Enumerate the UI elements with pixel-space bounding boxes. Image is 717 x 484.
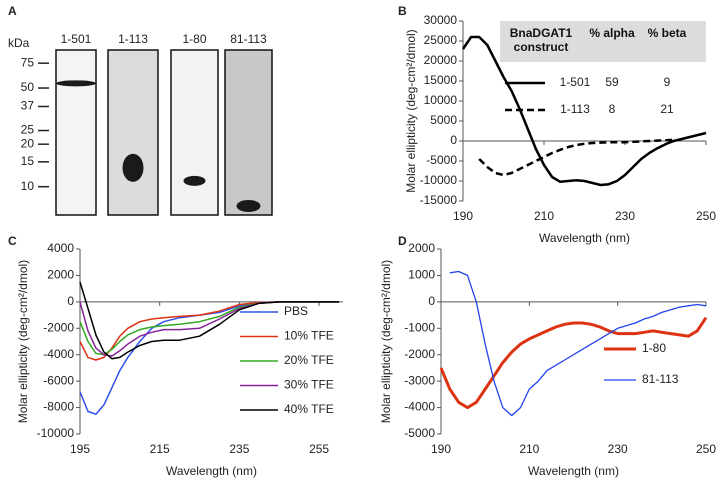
table-header: % beta <box>647 26 687 40</box>
series-line <box>478 138 674 177</box>
panel-letter: B <box>398 4 407 18</box>
legend-label: 40% TFE <box>284 402 334 416</box>
x-tick-label: 190 <box>431 442 451 456</box>
y-tick-label: 15 <box>21 154 35 168</box>
y-tick-label: 30000 <box>424 13 458 27</box>
panel-letter: A <box>8 4 17 18</box>
legend-label: 20% TFE <box>284 353 334 367</box>
table-cell: 8 <box>609 102 616 116</box>
y-tick-label: -15000 <box>420 193 458 207</box>
y-tick-label: -1000 <box>404 320 435 334</box>
lane-label: 1-501 <box>61 32 92 46</box>
y-tick-label: 75 <box>21 55 35 69</box>
y-tick-label: -2000 <box>404 347 435 361</box>
x-tick-label: 190 <box>453 209 473 223</box>
lane-label: 1-113 <box>118 32 148 46</box>
legend-label: 10% TFE <box>284 329 334 343</box>
y-tick-label: 0 <box>450 133 457 147</box>
table-cell: 59 <box>605 75 619 89</box>
x-tick-label: 235 <box>229 442 249 456</box>
series-line <box>449 270 707 417</box>
y-axis-label: Molar ellipticity (deg-cm²/dmol) <box>379 260 393 423</box>
legend-label: 30% TFE <box>284 378 334 392</box>
band <box>236 199 261 212</box>
y-tick-label: 2000 <box>47 268 74 282</box>
x-tick-label: 215 <box>150 442 170 456</box>
y-tick-label: -5000 <box>404 426 435 440</box>
table-header: % alpha <box>589 26 635 40</box>
gel-lane <box>224 49 273 216</box>
x-tick-label: 255 <box>309 442 329 456</box>
lane-label: 81-113 <box>230 32 267 46</box>
legend-label: PBS <box>284 304 308 318</box>
y-tick-label: 10000 <box>424 93 458 107</box>
y-tick-label: 10 <box>21 179 35 193</box>
y-tick-label: 2000 <box>408 241 435 255</box>
legend-label: 1-80 <box>642 341 666 355</box>
y-tick-label: 0 <box>67 294 74 308</box>
gel-lane <box>170 49 219 216</box>
y-tick-label: -8000 <box>43 400 74 414</box>
y-tick-label: 1000 <box>408 268 435 282</box>
band <box>122 153 144 182</box>
x-tick-label: 210 <box>519 442 539 456</box>
panel-letter: D <box>398 234 407 248</box>
table-cell: 9 <box>664 75 671 89</box>
y-tick-label: -3000 <box>404 373 435 387</box>
y-tick-label: -5000 <box>426 153 457 167</box>
x-tick-label: 195 <box>70 442 90 456</box>
y-tick-label: 15000 <box>424 73 458 87</box>
band <box>183 175 206 186</box>
y-tick-label: 25000 <box>424 33 458 47</box>
table-header-bg <box>500 21 706 62</box>
y-tick-label: -10000 <box>37 426 75 440</box>
x-tick-label: 250 <box>696 209 716 223</box>
y-tick-label: -10000 <box>420 173 458 187</box>
y-tick-label: -4000 <box>404 400 435 414</box>
lane-label: 1-80 <box>182 32 206 46</box>
y-tick-label: -2000 <box>43 320 74 334</box>
x-axis-label: Wavelength (nm) <box>166 464 257 478</box>
y-tick-label: 20 <box>21 136 35 150</box>
x-tick-label: 230 <box>615 209 635 223</box>
series-line <box>439 316 708 410</box>
y-tick-label: 25 <box>21 123 35 137</box>
gel-lane <box>55 49 97 216</box>
table-header: BnaDGAT1 construct <box>509 26 573 54</box>
x-axis-label: Wavelength (nm) <box>528 464 619 478</box>
y-tick-label: -6000 <box>43 373 74 387</box>
legend-label: 1-501 <box>560 75 591 89</box>
x-tick-label: 210 <box>534 209 554 223</box>
y-axis-label: Molar ellipticity (deg-cm²/dmol) <box>16 260 30 423</box>
y-tick-label: 0 <box>428 294 435 308</box>
y-tick-label: 4000 <box>47 241 74 255</box>
legend-label: 81-113 <box>642 372 679 386</box>
series-line <box>461 35 707 187</box>
x-axis-label: Wavelength (nm) <box>539 231 630 245</box>
series-line <box>79 281 339 360</box>
y-tick-label: 37 <box>21 99 35 113</box>
table-cell: 21 <box>660 102 674 116</box>
panel-letter: C <box>8 234 17 248</box>
y-axis-label: Molar ellipticity (deg-cm²/dmol) <box>404 29 418 192</box>
axis-label: kDa <box>8 36 30 50</box>
y-tick-label: 5000 <box>430 113 457 127</box>
x-tick-label: 230 <box>608 442 628 456</box>
legend-label: 1-113 <box>560 102 590 116</box>
y-tick-label: 20000 <box>424 53 458 67</box>
band <box>56 80 96 87</box>
x-tick-label: 250 <box>696 442 716 456</box>
y-tick-label: -4000 <box>43 347 74 361</box>
y-tick-label: 50 <box>21 80 35 94</box>
gel-lane <box>107 49 159 216</box>
